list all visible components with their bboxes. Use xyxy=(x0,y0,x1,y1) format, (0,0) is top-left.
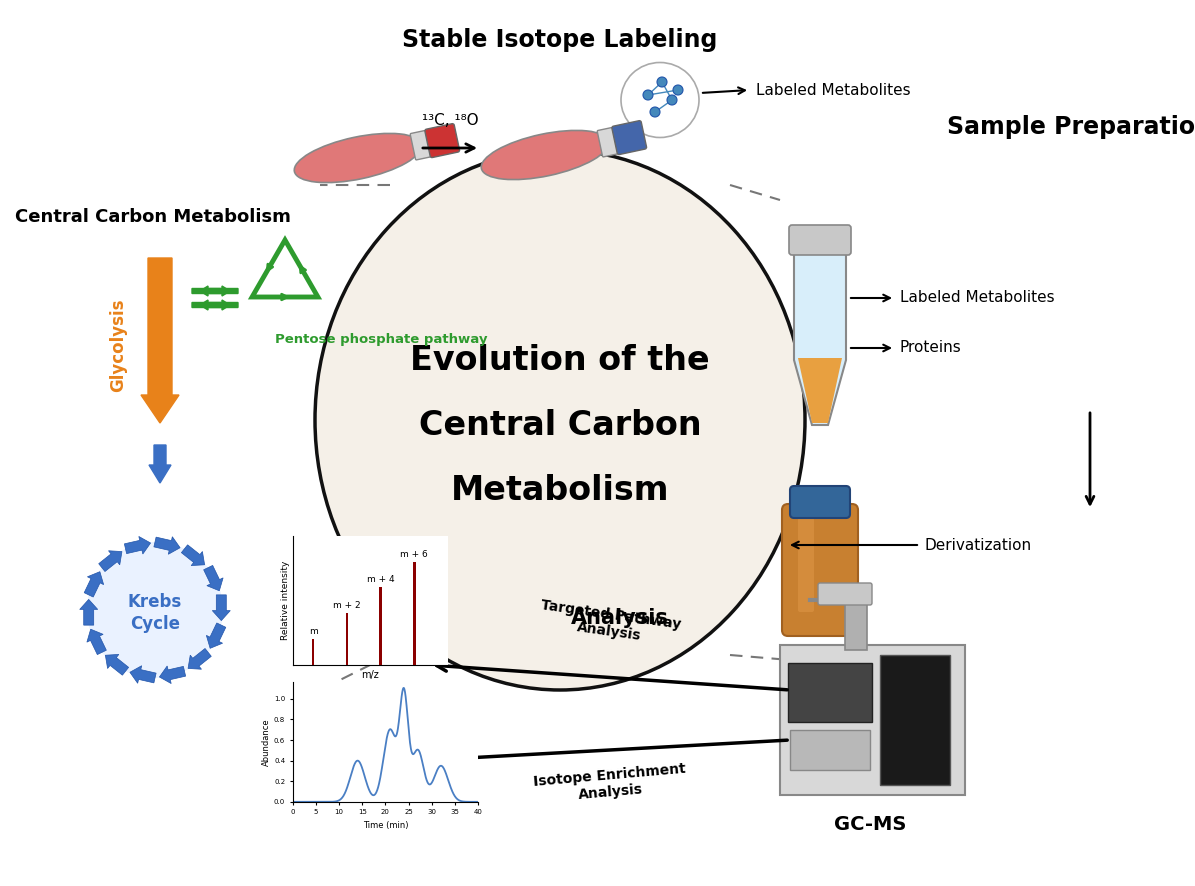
Circle shape xyxy=(643,90,652,100)
Polygon shape xyxy=(798,358,842,423)
Circle shape xyxy=(667,95,678,105)
FancyArrow shape xyxy=(200,300,238,310)
Bar xyxy=(345,613,348,664)
FancyArrow shape xyxy=(87,629,106,655)
FancyArrow shape xyxy=(141,258,179,423)
Text: Central Carbon Metabolism: Central Carbon Metabolism xyxy=(16,208,290,226)
Ellipse shape xyxy=(621,63,699,137)
FancyArrow shape xyxy=(130,665,157,683)
FancyBboxPatch shape xyxy=(798,518,814,612)
FancyBboxPatch shape xyxy=(880,655,950,785)
FancyBboxPatch shape xyxy=(790,486,850,518)
FancyArrow shape xyxy=(80,600,98,626)
Bar xyxy=(379,587,381,664)
X-axis label: Time (min): Time (min) xyxy=(362,821,409,830)
Text: ¹³C, ¹⁸O: ¹³C, ¹⁸O xyxy=(422,113,478,128)
FancyBboxPatch shape xyxy=(788,663,872,722)
Text: Glycolysis: Glycolysis xyxy=(109,299,127,392)
Y-axis label: Relative intensity: Relative intensity xyxy=(281,561,290,640)
Y-axis label: Abundance: Abundance xyxy=(262,719,271,766)
FancyBboxPatch shape xyxy=(845,600,868,650)
Text: Derivatization: Derivatization xyxy=(925,538,1032,553)
Polygon shape xyxy=(793,250,846,425)
FancyArrow shape xyxy=(200,286,238,296)
FancyArrow shape xyxy=(99,551,122,571)
FancyArrow shape xyxy=(192,286,229,296)
Ellipse shape xyxy=(482,130,608,180)
FancyBboxPatch shape xyxy=(790,730,870,770)
Text: Analysis: Analysis xyxy=(571,608,669,628)
FancyArrow shape xyxy=(192,300,229,310)
FancyBboxPatch shape xyxy=(780,645,966,795)
FancyBboxPatch shape xyxy=(819,583,872,605)
FancyArrow shape xyxy=(159,666,185,683)
FancyArrow shape xyxy=(84,571,104,597)
Ellipse shape xyxy=(315,150,805,690)
FancyBboxPatch shape xyxy=(612,120,646,154)
Circle shape xyxy=(650,107,660,117)
Text: Krebs: Krebs xyxy=(128,593,182,611)
Circle shape xyxy=(657,77,667,87)
Text: m: m xyxy=(308,626,318,636)
Text: Cycle: Cycle xyxy=(130,615,180,633)
Text: Targeted Pathway
Analysis: Targeted Pathway Analysis xyxy=(538,598,682,648)
Circle shape xyxy=(673,85,684,95)
Bar xyxy=(312,639,314,664)
Text: Sample Preparation: Sample Preparation xyxy=(948,115,1195,139)
FancyArrow shape xyxy=(182,545,204,565)
FancyArrow shape xyxy=(188,649,212,669)
FancyArrow shape xyxy=(207,623,226,649)
Text: GC-MS: GC-MS xyxy=(834,815,906,834)
X-axis label: m/z: m/z xyxy=(362,670,379,680)
Text: m + 6: m + 6 xyxy=(400,549,428,559)
Bar xyxy=(413,562,416,664)
Ellipse shape xyxy=(294,134,422,183)
FancyBboxPatch shape xyxy=(598,126,626,157)
Text: Isotope Enrichment
Analysis: Isotope Enrichment Analysis xyxy=(533,762,687,805)
FancyBboxPatch shape xyxy=(410,128,439,159)
FancyBboxPatch shape xyxy=(425,124,460,158)
Text: Central Carbon: Central Carbon xyxy=(418,408,701,441)
FancyBboxPatch shape xyxy=(782,504,858,636)
Text: Labeled Metabolites: Labeled Metabolites xyxy=(756,82,911,97)
Text: Labeled Metabolites: Labeled Metabolites xyxy=(900,291,1055,306)
Text: Evolution of the: Evolution of the xyxy=(410,344,710,377)
Text: Pentose phosphate pathway: Pentose phosphate pathway xyxy=(275,333,488,346)
Text: Metabolism: Metabolism xyxy=(451,473,669,507)
FancyArrow shape xyxy=(154,537,180,555)
FancyArrow shape xyxy=(149,445,171,483)
FancyBboxPatch shape xyxy=(789,225,851,255)
Text: m + 4: m + 4 xyxy=(367,575,394,585)
FancyArrow shape xyxy=(213,595,231,620)
Text: Proteins: Proteins xyxy=(900,340,962,355)
Text: Stable Isotope Labeling: Stable Isotope Labeling xyxy=(403,28,718,52)
Text: m + 2: m + 2 xyxy=(333,601,361,610)
FancyArrow shape xyxy=(105,655,129,675)
Circle shape xyxy=(87,542,223,678)
FancyArrow shape xyxy=(124,536,151,554)
FancyArrow shape xyxy=(203,565,223,591)
